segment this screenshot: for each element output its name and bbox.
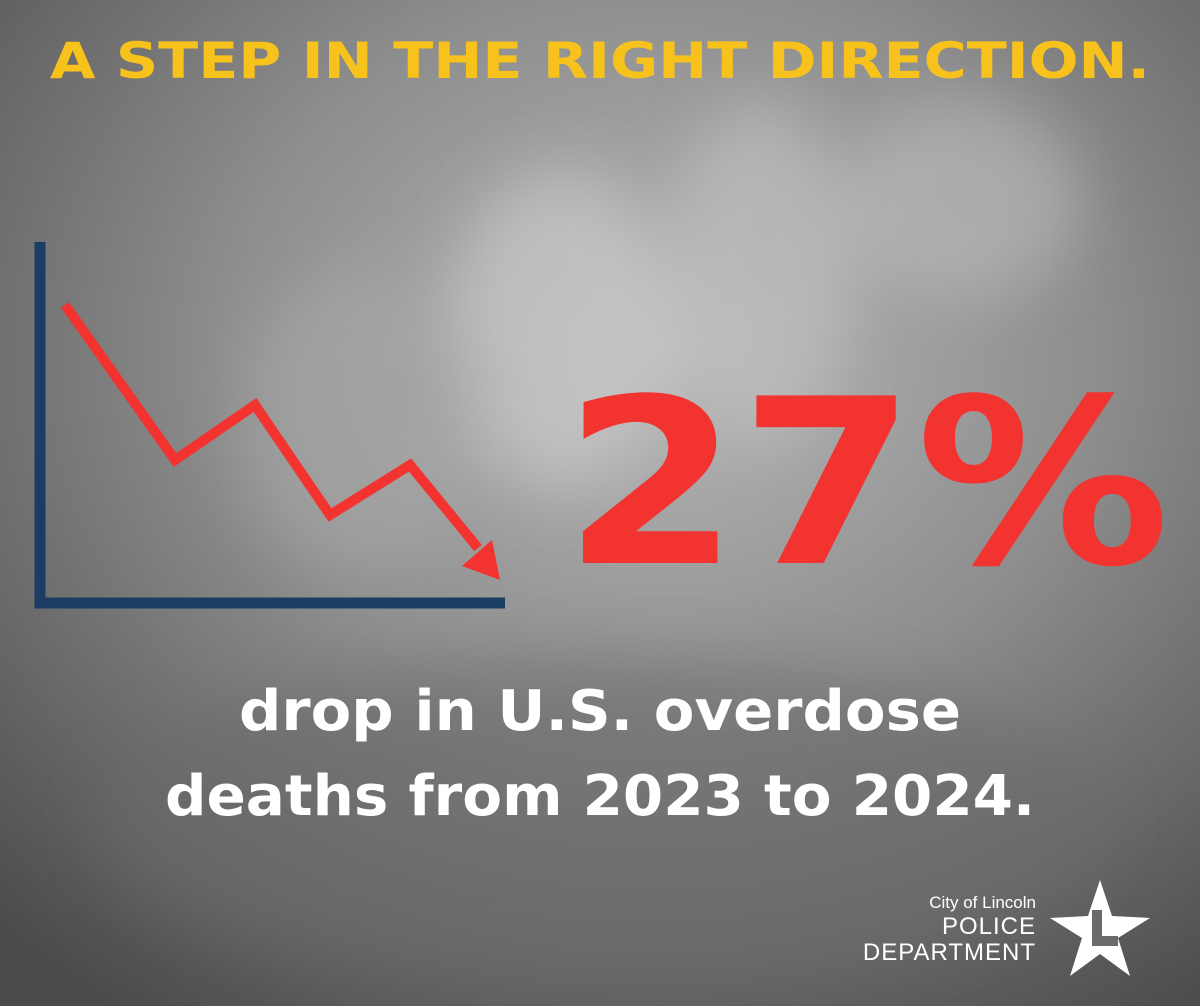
icon-axes: [34, 242, 505, 609]
caption-line: deaths from 2023 to 2024.: [165, 764, 1035, 829]
icon-trend-line: [60, 302, 482, 552]
headline: A STEP IN THE RIGHT DIRECTION.: [50, 32, 1150, 90]
logo-line: POLICE: [942, 913, 1036, 940]
caption-line: drop in U.S. overdose: [239, 679, 961, 744]
logo-star: [1050, 880, 1150, 976]
trend-icon: [34, 242, 505, 609]
background-blur: [100, 100, 1100, 980]
logo-line: DEPARTMENT: [863, 939, 1036, 966]
logo: City of Lincoln POLICE DEPARTMENT: [863, 880, 1150, 976]
logo-line: City of Lincoln: [929, 893, 1036, 912]
icon-arrowhead: [462, 540, 500, 580]
stat-figure: 27%: [563, 351, 1170, 618]
